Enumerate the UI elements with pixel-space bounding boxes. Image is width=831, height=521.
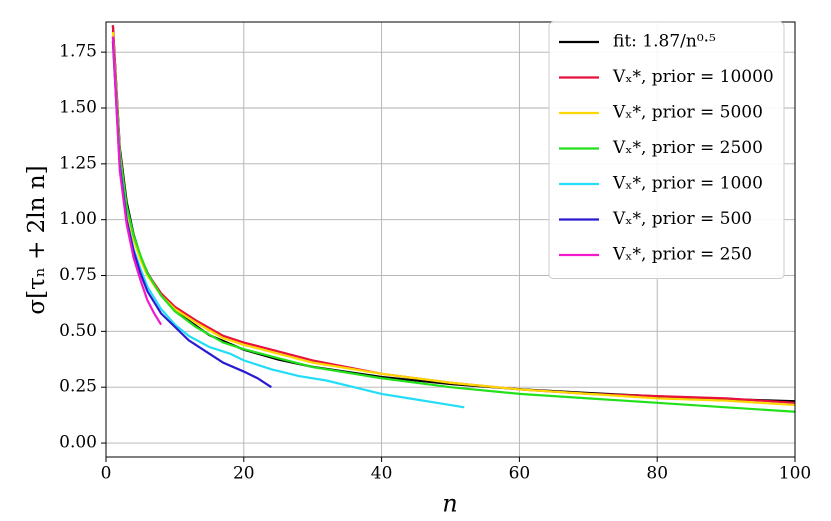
x-tick-label: 0 bbox=[101, 464, 112, 484]
plot-frame bbox=[105, 21, 796, 458]
legend-box bbox=[548, 21, 785, 279]
y-tick-label: 1.25 bbox=[59, 153, 97, 173]
series-line bbox=[111, 31, 795, 407]
legend-label: Vₓ*, prior = 2500 bbox=[612, 138, 763, 158]
y-axis-label: σ[τₙ + 2ln n] bbox=[24, 165, 50, 314]
series-line bbox=[111, 40, 272, 389]
series-line bbox=[111, 36, 795, 413]
series-line bbox=[111, 40, 465, 409]
legend-label: fit: 1.87/n⁰·⁵ bbox=[613, 32, 716, 52]
y-tick-label: 0.75 bbox=[59, 265, 97, 285]
x-tick-label: 80 bbox=[646, 464, 668, 484]
series-line bbox=[111, 36, 163, 326]
x-tick-label: 40 bbox=[371, 464, 393, 484]
y-tick-label: 1.00 bbox=[59, 209, 97, 229]
legend-label: Vₓ*, prior = 10000 bbox=[612, 67, 774, 87]
y-tick-label: 0.25 bbox=[59, 377, 97, 397]
y-tick-label: 1.50 bbox=[59, 97, 97, 117]
y-tick-label: 1.75 bbox=[59, 42, 97, 62]
x-axis-label: n bbox=[442, 490, 457, 518]
y-tick-label: 0.50 bbox=[59, 321, 97, 341]
x-tick-label: 60 bbox=[509, 464, 531, 484]
legend-label: Vₓ*, prior = 1000 bbox=[612, 174, 763, 194]
legend-label: Vₓ*, prior = 500 bbox=[612, 209, 752, 229]
legend-label: Vₓ*, prior = 250 bbox=[612, 245, 752, 265]
legend-label: Vₓ*, prior = 5000 bbox=[612, 103, 763, 123]
x-tick-label: 100 bbox=[779, 464, 811, 484]
y-tick-label: 0.00 bbox=[59, 433, 97, 453]
x-tick-label: 20 bbox=[233, 464, 255, 484]
